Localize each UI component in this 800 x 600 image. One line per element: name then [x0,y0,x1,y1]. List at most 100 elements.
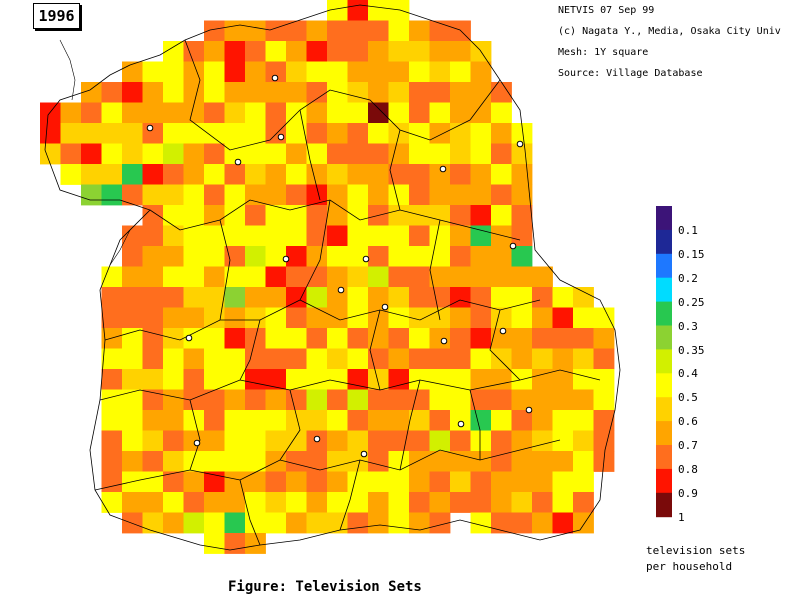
grid-cell [101,143,123,165]
city-marker [271,74,279,82]
grid-cell [511,266,533,288]
grid-cell [204,369,225,390]
grid-cell [388,61,410,83]
grid-cell [491,471,512,493]
grid-cell [245,307,266,329]
grid-cell [450,184,471,206]
credit-line: (c) Nagata Y., Media, Osaka City Univ [558,26,781,37]
grid-cell [327,369,348,390]
grid-cell [306,143,328,165]
grid-cell [450,410,471,431]
grid-cell [368,0,389,21]
grid-cell [409,451,430,472]
grid-cell [142,287,164,308]
grid-cell [429,471,451,493]
legend-title-line-1: television sets [646,544,746,557]
grid-cell [286,451,307,472]
grid-cell [245,164,266,185]
grid-cell [409,184,430,206]
grid-cell [60,123,82,144]
grid-cell [409,307,430,329]
grid-cell [224,82,246,103]
grid-cell [163,430,184,452]
grid-cell [306,266,328,288]
grid-cell [552,287,574,308]
grid-cell [204,20,225,42]
grid-cell [409,82,430,103]
grid-cell [224,225,246,247]
grid-cell [204,246,225,267]
grid-cell [183,451,205,472]
grid-cell [265,451,287,472]
grid-cell [306,287,328,308]
grid-cell [429,143,451,165]
grid-cell [511,471,533,493]
grid-cell [388,369,410,390]
grid-cell [265,184,287,206]
grid-cell [101,102,123,124]
grid-cell [245,287,266,308]
grid-cell [142,389,164,411]
grid-cell [286,20,307,42]
grid-cell [347,389,369,411]
grid-cell [224,143,246,165]
grid-cell [573,348,594,370]
grid-cell [409,225,430,247]
grid-cell [183,205,205,226]
grid-cell [163,389,184,411]
grid-cell [511,512,533,534]
grid-cell [470,307,492,329]
grid-cell [470,102,492,124]
legend-swatch [656,229,672,255]
grid-cell [388,205,410,226]
grid-cell [224,389,246,411]
city-marker [381,303,389,311]
grid-cell [265,246,287,267]
grid-cell [532,512,553,534]
grid-cell [368,410,389,431]
grid-cell [450,41,471,62]
grid-cell [511,143,533,165]
grid-cell [265,20,287,42]
grid-cell [142,471,164,493]
netvis-date: NETVIS 07 Sep 99 [558,5,655,16]
grid-cell [327,410,348,431]
border-line [399,379,421,471]
grid-cell [224,348,246,370]
grid-cell [470,143,492,165]
grid-cell [368,61,389,83]
grid-cell [511,287,533,308]
grid-cell [327,471,348,493]
grid-cell [286,471,307,493]
grid-cell [183,41,205,62]
grid-cell [450,266,471,288]
grid-cell [388,246,410,267]
grid-cell [388,164,410,185]
grid-cell [122,389,143,411]
grid-cell [470,287,492,308]
grid-cell [327,20,348,42]
border-line [279,389,301,461]
grid-cell [552,451,574,472]
grid-cell [245,82,266,103]
year-label: 1996 [33,3,80,29]
grid-cell [81,143,102,165]
grid-cell [101,348,123,370]
city-marker [234,158,242,166]
grid-cell [204,328,225,349]
grid-cell [40,123,61,144]
grid-cell [429,20,451,42]
grid-cell [511,184,533,206]
grid-cell [511,348,533,370]
grid-cell [429,410,451,431]
legend-swatch [656,349,672,374]
grid-cell [368,266,389,288]
grid-cell [470,164,492,185]
grid-cell [245,369,266,390]
grid-cell [552,307,574,329]
legend-title: television sets per household [646,543,745,575]
grid-cell [347,123,369,144]
grid-cell [122,184,143,206]
grid-cell [122,246,143,267]
